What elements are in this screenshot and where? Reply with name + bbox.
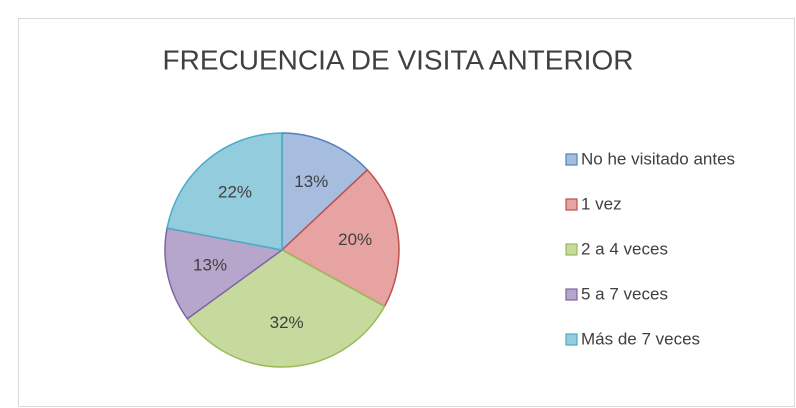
data-label: 32% [270, 313, 304, 332]
pie-slice [164, 227, 284, 320]
data-label: 20% [338, 230, 372, 249]
chart-title: FRECUENCIA DE VISITA ANTERIOR [163, 44, 634, 75]
data-label: 22% [218, 183, 252, 202]
legend-swatch [565, 243, 578, 256]
pie-slice [280, 168, 400, 308]
pie-slice [281, 132, 369, 252]
chart-border [18, 18, 795, 407]
legend-swatch [565, 198, 578, 211]
legend-label: Más de 7 veces [581, 329, 700, 348]
legend-label: 5 a 7 veces [581, 284, 668, 303]
data-label: 13% [294, 172, 328, 191]
legend-swatch [565, 333, 578, 346]
legend-swatch [565, 153, 578, 166]
legend-label: 2 a 4 veces [581, 239, 668, 258]
data-label: 13% [193, 256, 227, 275]
pie-slice [186, 249, 386, 368]
legend-label: 1 vez [581, 194, 622, 213]
legend-label: No he visitado antes [581, 149, 735, 168]
pie-slice [166, 132, 283, 251]
legend-swatch [565, 288, 578, 301]
